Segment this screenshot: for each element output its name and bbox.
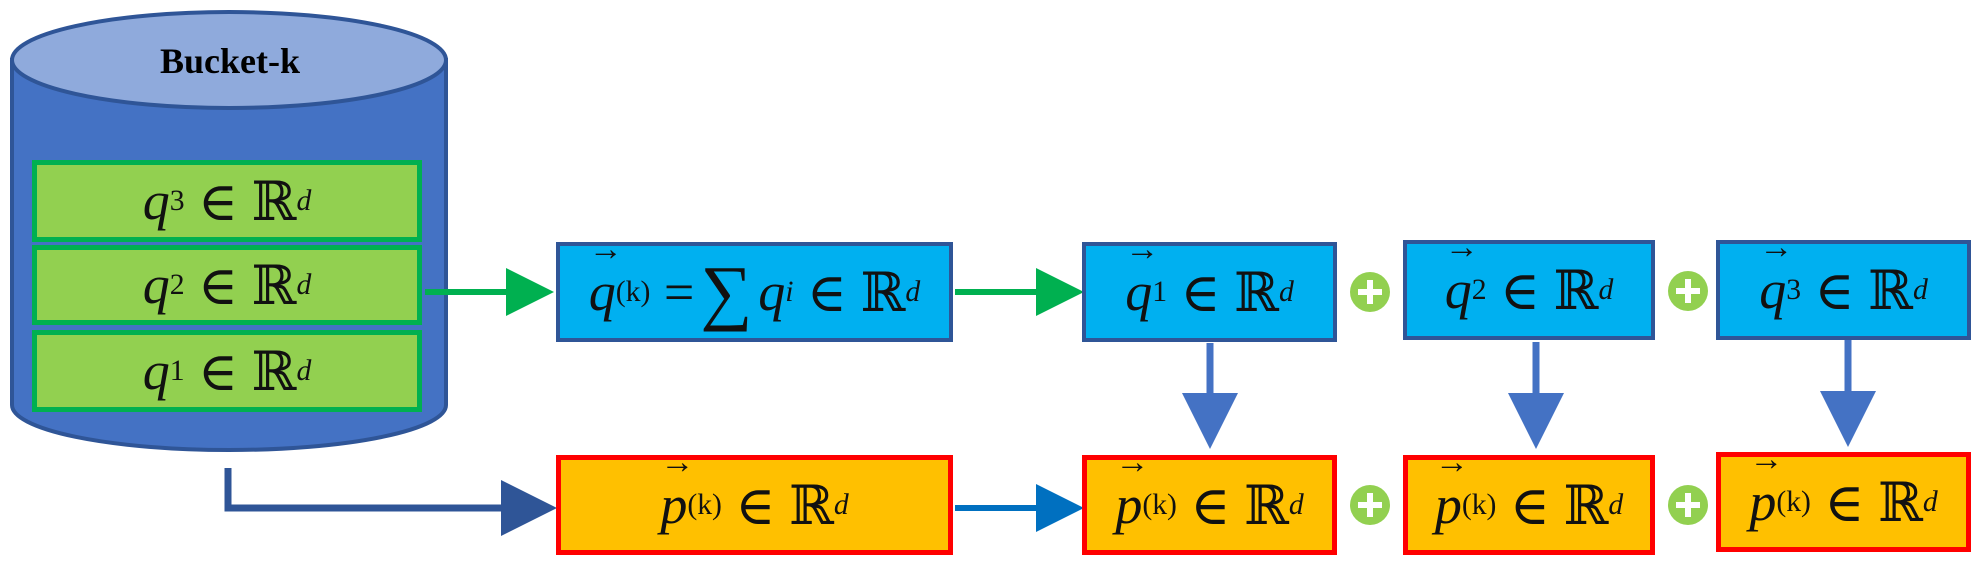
plus-icon-query-2-3	[1668, 271, 1708, 311]
prototype-copy-1: p(k) ∈ ℝd	[1082, 444, 1337, 555]
query-vector-1: q1 ∈ ℝd	[1082, 231, 1337, 342]
query-vector-3: q3 ∈ ℝd	[1716, 229, 1971, 340]
bucket-cylinder-top	[10, 10, 448, 110]
arrow-bucket-to-prototype	[224, 468, 557, 536]
plus-icon-proto-2-3	[1668, 485, 1708, 525]
query-vector-2: q2 ∈ ℝd	[1403, 229, 1655, 340]
prototype-copy-2: p(k) ∈ ℝd	[1403, 444, 1655, 555]
summary-query-box: q(k) =∑qi ∈ ℝd	[556, 231, 953, 342]
plus-icon-query-1-2	[1350, 272, 1390, 312]
prototype-box: p(k) ∈ ℝd	[556, 444, 953, 555]
plus-icon-proto-1-2	[1350, 485, 1390, 525]
bucket-title: Bucket-k	[159, 41, 300, 81]
prototype-copy-3: p(k) ∈ ℝd	[1716, 441, 1971, 552]
